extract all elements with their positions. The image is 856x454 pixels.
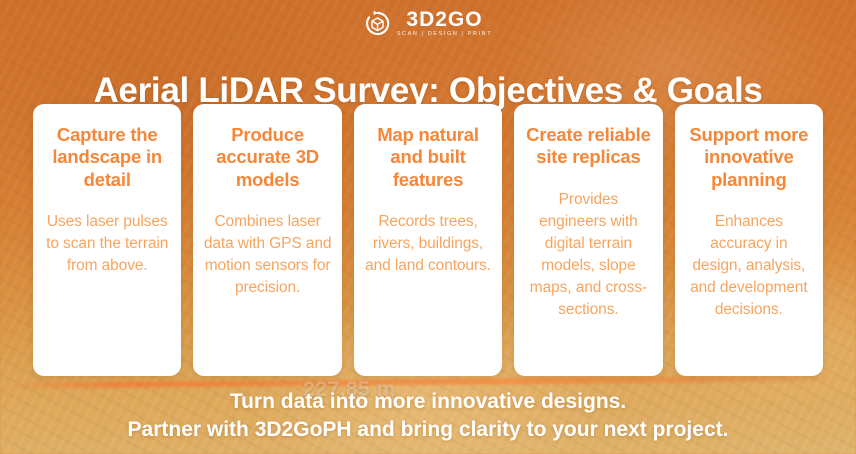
brand-tagline: SCAN | DESIGN | PRINT bbox=[396, 30, 493, 37]
brand-logo: 3D2GO SCAN | DESIGN | PRINT bbox=[0, 8, 856, 38]
objective-card-5: Support more innovative planning Enhance… bbox=[674, 104, 824, 376]
objective-card-3: Map natural and built features Records t… bbox=[353, 104, 503, 376]
cube-in-rotation-ring-icon bbox=[365, 10, 390, 35]
footer-line-1: Turn data into more innovative designs. bbox=[229, 390, 627, 413]
brand-name: 3D2GO bbox=[406, 7, 483, 31]
call-to-action-footer: Turn data into more innovative designs. … bbox=[0, 388, 856, 444]
objective-card-title: Map natural and built features bbox=[377, 124, 479, 190]
objective-card-body: Uses laser pulses to scan the terrain fr… bbox=[46, 213, 169, 275]
objective-card-4: Create reliable site replicas Provides e… bbox=[514, 104, 663, 376]
brand-wordmark-group: 3D2GO SCAN | DESIGN | PRINT bbox=[397, 9, 492, 38]
objective-card-body: Combines laser data with GPS and motion … bbox=[203, 213, 332, 297]
objectives-card-row: Capture the landscape in detail Uses las… bbox=[33, 104, 824, 376]
elevation-measurement-label: 227.85 m bbox=[303, 378, 396, 401]
objective-card-title: Capture the landscape in detail bbox=[52, 124, 163, 190]
objective-card-title: Produce accurate 3D models bbox=[216, 124, 319, 190]
objective-card-2: Produce accurate 3D models Combines lase… bbox=[193, 104, 342, 376]
objective-card-1: Capture the landscape in detail Uses las… bbox=[33, 104, 182, 376]
objective-card-body: Records trees, rivers, buildings, and la… bbox=[365, 213, 491, 275]
page-title: Aerial LiDAR Survey: Objectives & Goals bbox=[93, 71, 763, 111]
footer-line-2: Partner with 3D2GoPH and bring clarity t… bbox=[127, 417, 729, 441]
objective-card-body: Provides engineers with digital terrain … bbox=[529, 190, 648, 318]
objective-card-title: Create reliable site replicas bbox=[526, 124, 651, 168]
objective-card-title: Support more innovative planning bbox=[689, 124, 809, 190]
objective-card-body: Enhances accuracy in design, analysis, a… bbox=[690, 213, 808, 319]
